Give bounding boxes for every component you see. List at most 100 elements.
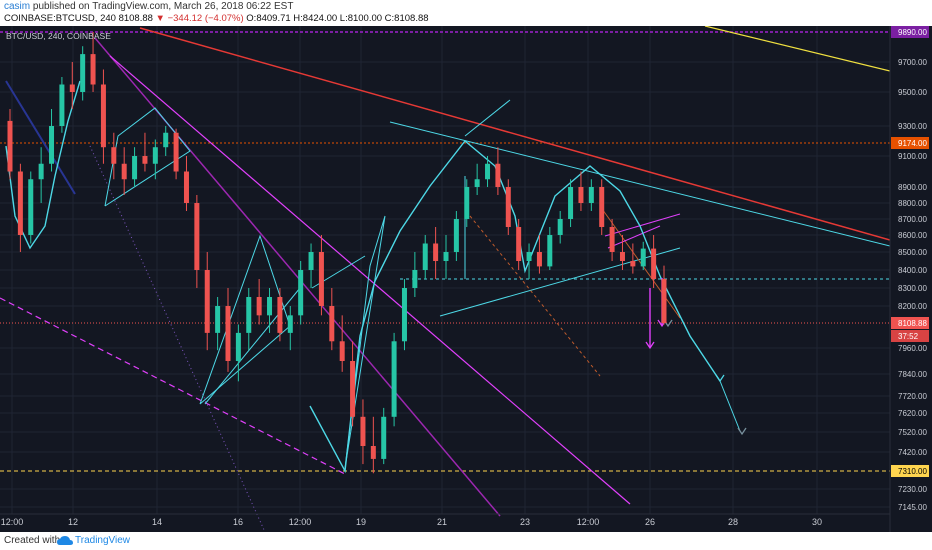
magenta-channel-line	[109, 55, 631, 505]
blue-trend-line	[5, 80, 76, 195]
candle-body	[433, 243, 439, 261]
y-tick-label: 8200.00	[898, 302, 927, 311]
price-chart[interactable]: 12:00 12 14 16 12:00 19 21 23 12:00 26 28 30 9700.00…	[0, 26, 932, 532]
x-tick-label: 30	[812, 517, 822, 527]
candle-body	[49, 126, 55, 164]
price-tag-text: 9890.00	[898, 28, 927, 37]
candle-body	[568, 187, 574, 219]
candle-body	[329, 306, 335, 342]
x-tick-label: 21	[437, 517, 447, 527]
magenta-target-arrow-1	[645, 341, 655, 350]
candle-body	[370, 446, 376, 459]
x-tick-label: 12:00	[1, 517, 24, 527]
chart-canvas[interactable]: 12:00 12 14 16 12:00 19 21 23 12:00 26 28 30 9700.00…	[0, 26, 932, 532]
candle-body	[90, 54, 96, 85]
candle-body	[557, 219, 563, 235]
candle-body	[640, 248, 646, 267]
candle-body	[547, 235, 553, 267]
author-link[interactable]: casim	[4, 1, 31, 12]
candle-body	[526, 252, 532, 261]
candle-body	[277, 297, 283, 333]
orange-projection-line	[599, 205, 681, 319]
candle-body	[630, 261, 636, 267]
candle-body	[474, 179, 480, 187]
candle-body	[215, 306, 221, 333]
candle-body	[132, 156, 138, 180]
y-tick-label: 8700.00	[898, 215, 927, 224]
publish-text: published on TradingView.com, March 26, …	[32, 1, 294, 12]
price-tag-text: 8108.88	[898, 319, 927, 328]
y-tick-label: 7520.00	[898, 428, 927, 437]
cyan-ascending-line	[439, 247, 681, 317]
yellow-trend-line	[704, 26, 891, 72]
y-tick-label: 9700.00	[898, 58, 927, 67]
candle-body	[381, 416, 387, 459]
candle-body	[609, 227, 615, 252]
countdown-text: 37:52	[898, 332, 919, 341]
candle-body	[485, 163, 491, 180]
y-tick-label: 8600.00	[898, 231, 927, 240]
x-tick-label: 28	[728, 517, 738, 527]
x-tick-label: 12	[68, 517, 78, 527]
candle-body	[443, 252, 449, 261]
candle-body	[412, 270, 418, 288]
red-resistance-line	[139, 27, 891, 241]
candle-body	[142, 156, 148, 164]
candle-body	[391, 341, 397, 417]
candle-body	[69, 84, 75, 92]
x-tick-label: 14	[152, 517, 162, 527]
candle-body	[111, 147, 117, 164]
price-tag	[891, 137, 929, 149]
magenta-dashed-lower	[0, 297, 346, 475]
candle-body	[339, 341, 345, 361]
footer: Created with TradingView	[0, 532, 932, 550]
candle-body	[121, 163, 127, 180]
candles-layer	[7, 32, 667, 474]
x-tick-label: 19	[356, 517, 366, 527]
y-tick-label: 7420.00	[898, 448, 927, 457]
x-tick-label: 26	[645, 517, 655, 527]
y-tick-label: 8500.00	[898, 248, 927, 257]
cyan-spike-line	[464, 99, 511, 137]
candle-body	[287, 315, 293, 333]
cyan-spike-right	[344, 215, 386, 469]
magenta-wedge-lower	[607, 225, 661, 249]
candle-body	[298, 270, 304, 316]
candle-body	[38, 163, 44, 180]
candle-body	[661, 279, 667, 323]
x-tick-label: 12:00	[577, 517, 600, 527]
candle-body	[422, 243, 428, 270]
y-tick-label: 9100.00	[898, 152, 927, 161]
candle-body	[453, 219, 459, 252]
y-tick-label: 9300.00	[898, 122, 927, 131]
magenta-wedge-upper	[604, 213, 681, 237]
candle-body	[588, 187, 594, 203]
tradingview-brand[interactable]: TradingView	[75, 535, 131, 546]
price-tag	[891, 465, 929, 477]
y-tick-label: 9500.00	[898, 88, 927, 97]
price-tag	[891, 26, 929, 38]
candle-body	[163, 132, 169, 148]
orange-dashed-line	[469, 215, 601, 377]
candle-body	[183, 171, 189, 203]
candle-body	[651, 248, 657, 279]
candle-body	[308, 252, 314, 270]
y-tick-label: 7230.00	[898, 485, 927, 494]
projection-arrow-1	[715, 374, 725, 383]
projection-arrow-2	[737, 427, 747, 436]
candle-body	[17, 171, 23, 235]
price-tag	[891, 317, 929, 329]
tradingview-cloud-icon	[57, 536, 73, 545]
candle-body	[350, 361, 356, 417]
publish-info: casim published on TradingView.com, Marc…	[4, 1, 293, 12]
ohlc-values: O:8409.71 H:8424.00 L:8100.00 C:8108.88	[246, 13, 429, 24]
candle-body	[256, 297, 262, 316]
price-tag-text: 7310.00	[898, 467, 927, 476]
candle-body	[516, 227, 522, 261]
candle-body	[360, 416, 366, 446]
candle-body	[599, 187, 605, 227]
candle-body	[536, 252, 542, 267]
y-tick-label: 7145.00	[898, 503, 927, 512]
candle-body	[318, 252, 324, 306]
candle-body	[235, 332, 241, 361]
